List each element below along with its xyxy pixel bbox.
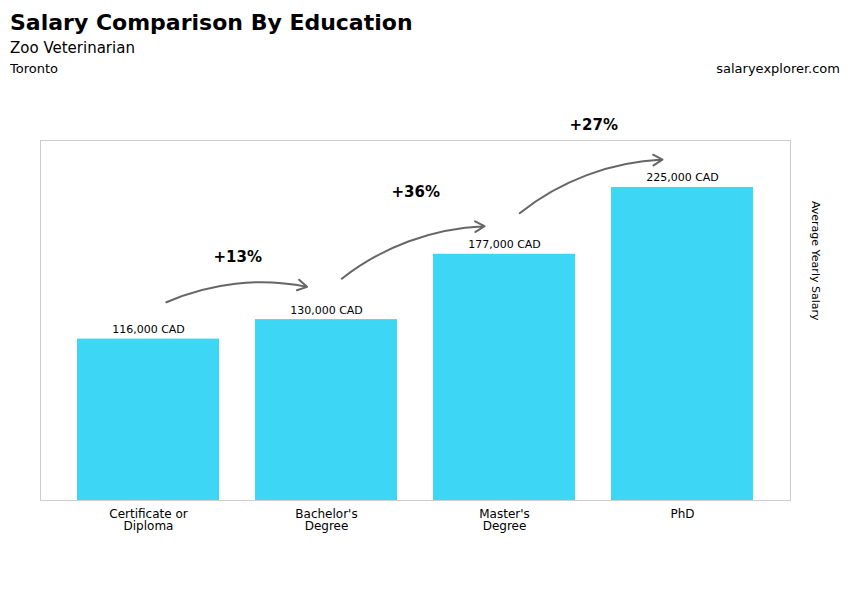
html-text:Salary Comparison By Education: Salary Comparison By Education: [10, 10, 413, 35]
svg-text:Bachelor'sDegree: Bachelor'sDegree: [295, 507, 357, 533]
svg-text:225,000 CAD: 225,000 CAD: [646, 171, 719, 184]
svg-text:Average Yearly Salary: Average Yearly Salary: [809, 201, 822, 321]
svg-text:116,000 CAD: 116,000 CAD: [112, 323, 185, 336]
svg-text:+13%: +13%: [214, 248, 262, 266]
html-text:Zoo Veterinarian: Zoo Veterinarian: [10, 39, 135, 57]
html-text:Toronto: Toronto: [10, 61, 58, 76]
html-text:salaryexplorer.com: salaryexplorer.com: [716, 61, 840, 76]
svg-text:130,000 CAD: 130,000 CAD: [290, 304, 363, 317]
svg-text:+36%: +36%: [392, 183, 440, 201]
svg-text:+27%: +27%: [570, 116, 618, 134]
svg-text:PhD: PhD: [670, 507, 694, 521]
svg-text:Master'sDegree: Master'sDegree: [479, 507, 530, 533]
svg-text:Certificate orDiploma: Certificate orDiploma: [109, 507, 187, 533]
svg-text:177,000 CAD: 177,000 CAD: [468, 238, 541, 251]
